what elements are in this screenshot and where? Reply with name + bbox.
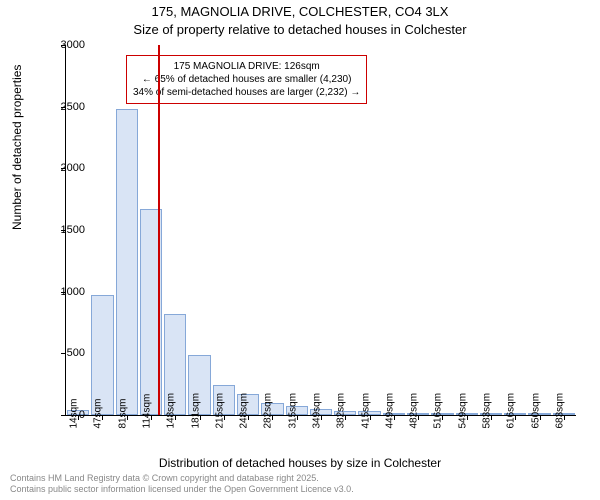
y-tick-label: 1000 [45, 286, 85, 298]
marker-line [158, 45, 160, 415]
y-tick-label: 2500 [45, 101, 85, 113]
y-tick-label: 2000 [45, 162, 85, 174]
annotation-line1: 175 MAGNOLIA DRIVE: 126sqm [133, 60, 360, 73]
plot-area: 175 MAGNOLIA DRIVE: 126sqm ← 65% of deta… [65, 45, 576, 416]
attribution-line2: Contains public sector information licen… [10, 484, 354, 496]
y-tick-label: 3000 [45, 39, 85, 51]
y-tick-label: 500 [45, 347, 85, 359]
histogram-bar [116, 109, 138, 415]
x-axis-label: Distribution of detached houses by size … [0, 456, 600, 470]
annotation-line3: 34% of semi-detached houses are larger (… [133, 86, 360, 99]
chart-container: 175, MAGNOLIA DRIVE, COLCHESTER, CO4 3LX… [0, 0, 600, 500]
attribution: Contains HM Land Registry data © Crown c… [10, 473, 354, 496]
y-tick-label: 1500 [45, 224, 85, 236]
chart-title-main: 175, MAGNOLIA DRIVE, COLCHESTER, CO4 3LX [0, 4, 600, 19]
histogram-bar [91, 295, 113, 415]
annotation-box: 175 MAGNOLIA DRIVE: 126sqm ← 65% of deta… [126, 55, 367, 104]
y-axis-label: Number of detached properties [10, 65, 24, 230]
annotation-line2: ← 65% of detached houses are smaller (4,… [133, 73, 360, 86]
attribution-line1: Contains HM Land Registry data © Crown c… [10, 473, 354, 485]
chart-title-sub: Size of property relative to detached ho… [0, 22, 600, 37]
